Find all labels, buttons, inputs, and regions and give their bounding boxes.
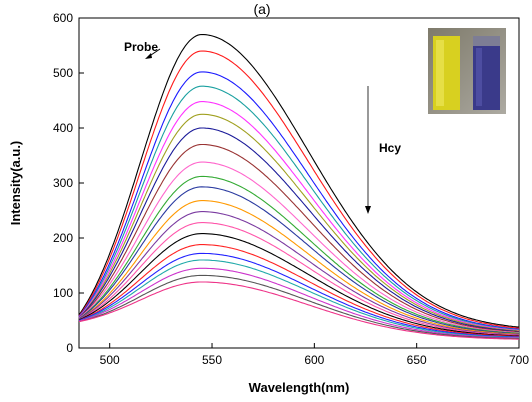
x-tick-label: 500: [100, 353, 120, 367]
cuvette-inset-photo: [428, 28, 506, 114]
x-axis-label: Wavelength(nm): [249, 380, 350, 395]
y-tick-label: 400: [53, 121, 73, 135]
panel-label: (a): [253, 1, 270, 17]
spectrum-line-8: [79, 145, 519, 333]
hcy-annotation: Hcy: [379, 141, 401, 155]
spectrum-line-4: [79, 86, 519, 330]
y-tick-label: 600: [53, 11, 73, 25]
x-tick-label: 550: [202, 353, 222, 367]
probe-annotation: Probe: [124, 40, 158, 54]
y-tick-label: 200: [53, 231, 73, 245]
hcy-arrowhead: [365, 206, 371, 214]
y-tick-label: 500: [53, 66, 73, 80]
x-tick-label: 650: [407, 353, 427, 367]
x-axis-ticks: 500 550 600 650 700: [100, 343, 530, 367]
y-axis-label: Intensity(a.u.): [8, 141, 23, 226]
y-tick-label: 100: [53, 286, 73, 300]
y-tick-label: 0: [66, 341, 73, 355]
x-tick-label: 700: [509, 353, 529, 367]
x-tick-label: 600: [304, 353, 324, 367]
y-tick-label: 300: [53, 176, 73, 190]
